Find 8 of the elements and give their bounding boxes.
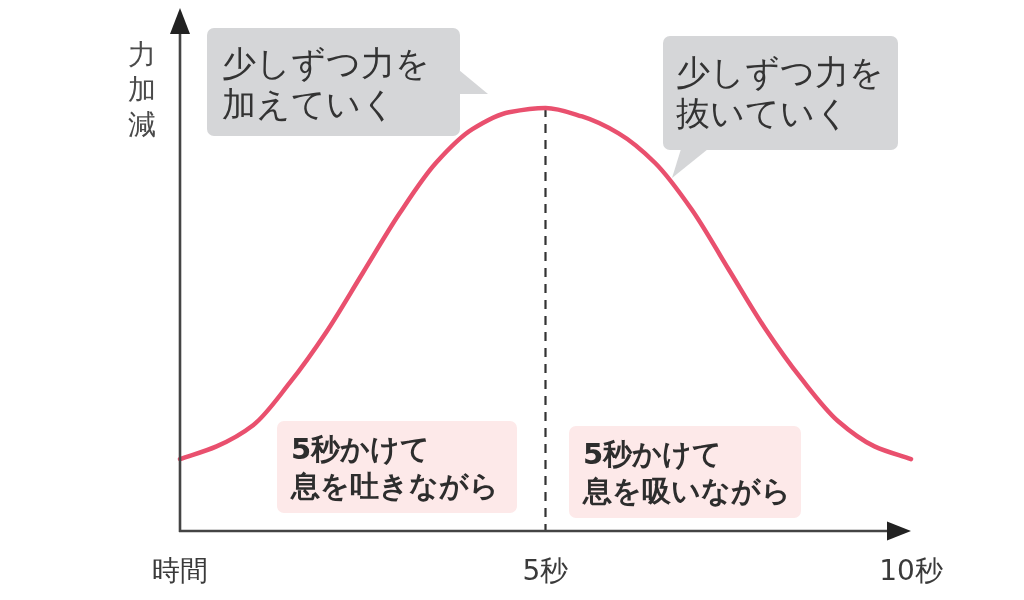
annotation: 少しずつ力を加えていく — [222, 43, 430, 124]
annotation: 少しずつ力を抜いていく — [676, 52, 884, 133]
x-tick-label: 時間 — [152, 554, 208, 587]
x-tick-label: 10秒 — [879, 554, 943, 587]
annotation: 5秒かけて息を吐きながら — [290, 432, 499, 503]
annotation: 5秒かけて息を吸いながら — [582, 437, 791, 508]
x-tick-label: 5秒 — [522, 554, 569, 587]
y-axis-title: 力加減 — [128, 38, 156, 141]
